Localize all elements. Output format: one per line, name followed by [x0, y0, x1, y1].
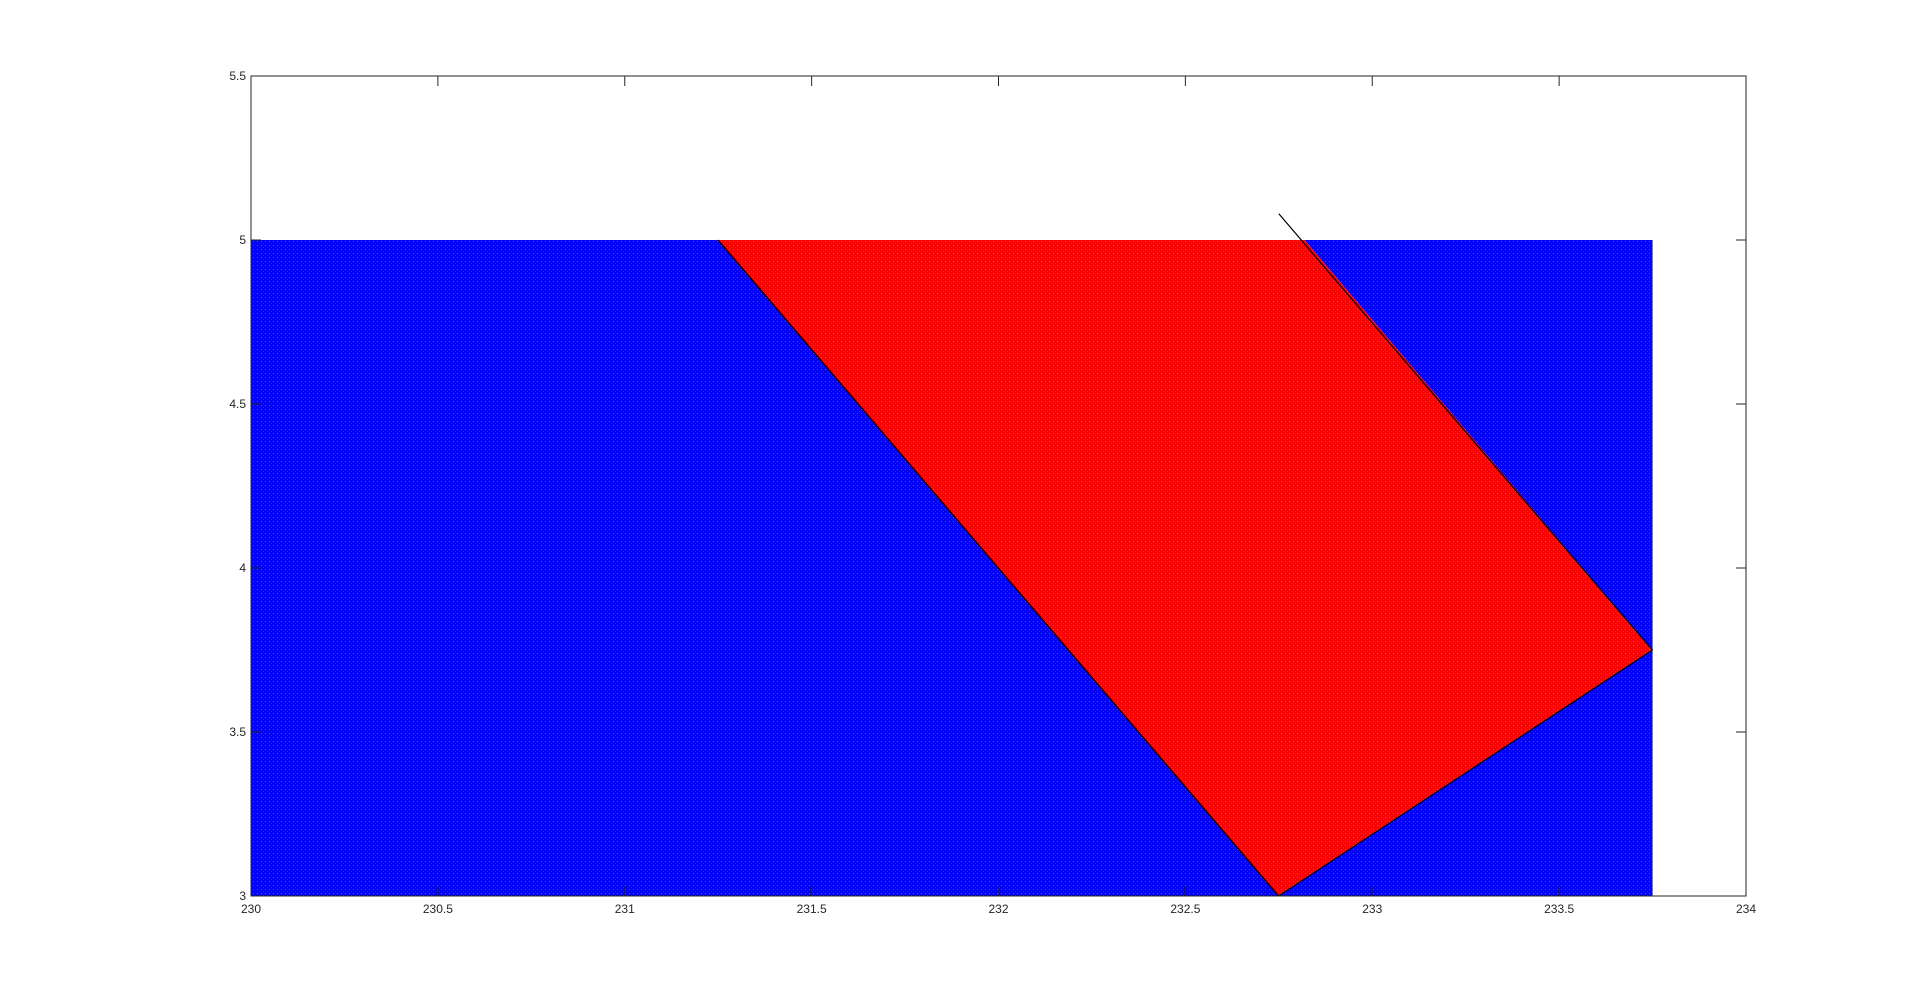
y-axis-tick-label: 3.5: [229, 725, 246, 739]
x-axis-tick-label: 234: [1736, 902, 1756, 916]
series-lines: [717, 213, 1654, 897]
series-line-3: [1278, 649, 1653, 897]
x-axis-tick-label: 233.5: [1544, 902, 1574, 916]
x-axis-tick-label: 231: [615, 902, 635, 916]
x-axis-tick-label: 232: [988, 902, 1008, 916]
axes: 230 230.5 231 231.5 232 232.5 233 233.5 234 3 3.5 4…: [229, 69, 1756, 916]
x-axis-tick-label: 230: [241, 902, 261, 916]
y-axis-tick-label: 4.5: [229, 397, 246, 411]
y-axis-tick-label: 5.5: [229, 69, 246, 83]
y-axis-tick-label: 3: [239, 889, 246, 903]
x-axis-tick-label: 233: [1362, 902, 1382, 916]
series-line-2: [717, 239, 1280, 897]
y-axis-tick-label: 5: [239, 233, 246, 247]
series-line-1: [1278, 213, 1654, 651]
x-axis-tick-label: 230.5: [423, 902, 453, 916]
plot-area: [251, 240, 1653, 896]
x-axis-tick-label: 231.5: [797, 902, 827, 916]
red-point-field: [718, 240, 1653, 896]
x-axis-tick-label: 232.5: [1170, 902, 1200, 916]
y-axis-tick-label: 4: [239, 561, 246, 575]
